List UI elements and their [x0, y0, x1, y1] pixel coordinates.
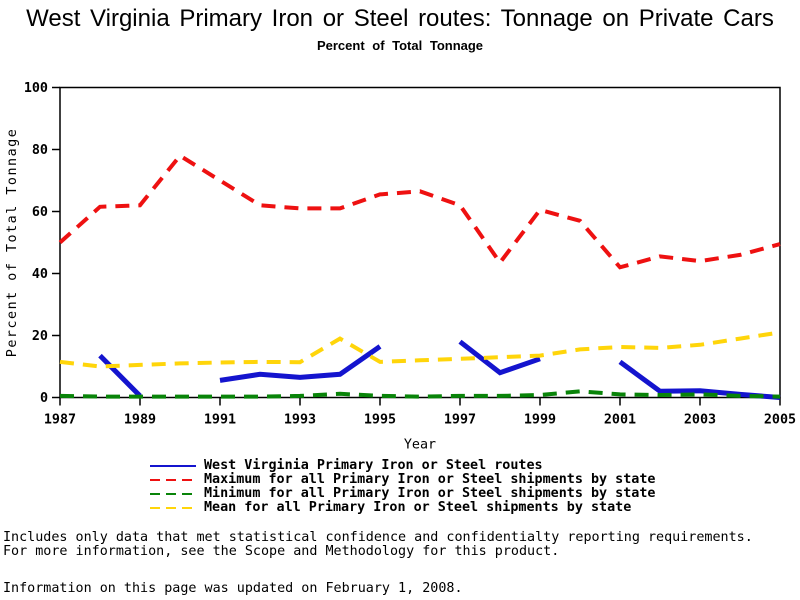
legend-line-dashed-icon — [150, 507, 196, 509]
y-tick-label: 60 — [32, 205, 48, 220]
legend-line-dashed-icon — [150, 493, 196, 495]
legend-line-dashed-icon — [150, 479, 196, 481]
x-tick-label: 2001 — [604, 413, 636, 428]
x-tick-label: 1997 — [444, 413, 476, 428]
y-axis-label: Percent of Total Tonnage — [5, 128, 20, 357]
x-tick-label: 1995 — [364, 413, 396, 428]
plot-frame — [59, 86, 781, 399]
x-axis-label: Year — [404, 438, 436, 453]
footnotes: Includes only data that met statistical … — [3, 531, 797, 596]
footnote-line-1: Includes only data that met statistical … — [3, 530, 753, 545]
legend: West Virginia Primary Iron or Steel rout… — [150, 459, 655, 515]
legend-item: Minimum for all Primary Iron or Steel sh… — [150, 487, 655, 501]
y-tick-label: 40 — [32, 267, 48, 282]
series-line-2 — [59, 389, 781, 399]
y-tick-label: 0 — [40, 391, 48, 406]
x-tick-label: 2003 — [684, 413, 716, 428]
y-tick-label: 20 — [32, 329, 48, 344]
x-tick-label: 1999 — [524, 413, 556, 428]
x-tick-label: 1991 — [204, 413, 236, 428]
legend-item: Mean for all Primary Iron or Steel shipm… — [150, 501, 655, 515]
legend-label: Maximum for all Primary Iron or Steel sh… — [204, 472, 656, 487]
chart-subtitle: Percent of Total Tonnage — [316, 38, 484, 53]
y-tick-label: 80 — [32, 143, 48, 158]
series-line-1 — [58, 153, 781, 270]
x-tick-label: 2005 — [764, 413, 796, 428]
legend-item: West Virginia Primary Iron or Steel rout… — [150, 459, 655, 473]
x-tick-label: 1993 — [284, 413, 316, 428]
x-tick-label: 1987 — [44, 413, 76, 428]
legend-line-solid-icon — [150, 465, 196, 467]
legend-item: Maximum for all Primary Iron or Steel sh… — [150, 473, 655, 487]
series-line-3 — [59, 330, 781, 369]
footnote-updated: Information on this page was updated on … — [3, 581, 463, 596]
x-tick-label: 1989 — [124, 413, 156, 428]
series-line-0 — [98, 339, 781, 400]
legend-label: West Virginia Primary Iron or Steel rout… — [204, 458, 543, 473]
y-tick-label: 100 — [24, 81, 48, 96]
legend-label: Mean for all Primary Iron or Steel shipm… — [204, 500, 632, 515]
legend-label: Minimum for all Primary Iron or Steel sh… — [204, 486, 656, 501]
footnote-line-2: For more information, see the Scope and … — [3, 543, 560, 559]
chart-title: West Virginia Primary Iron or Steel rout… — [26, 5, 774, 32]
